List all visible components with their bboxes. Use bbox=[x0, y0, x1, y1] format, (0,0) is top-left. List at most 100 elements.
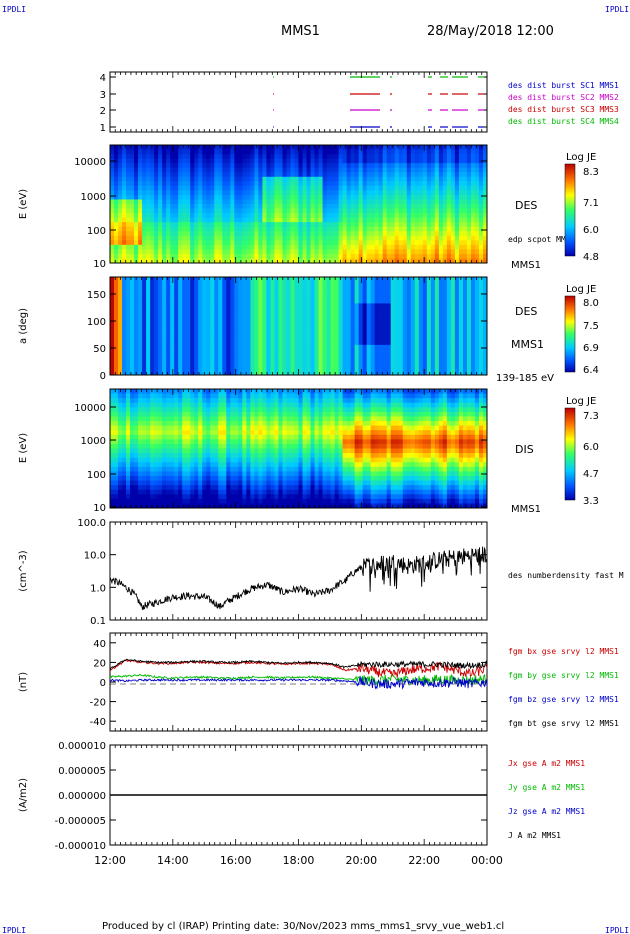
des-spectrogram-cell bbox=[246, 199, 251, 205]
des-pitch-cell bbox=[378, 329, 384, 335]
des-spectrogram-cell bbox=[374, 194, 380, 200]
des-spectrogram-cell bbox=[178, 158, 183, 164]
des-pitch-cell bbox=[466, 367, 472, 372]
des-spectrogram-cell bbox=[206, 145, 211, 151]
des-spectrogram-cell bbox=[362, 217, 368, 223]
des-spectrogram-cell bbox=[354, 185, 360, 191]
des-pitch-cell bbox=[162, 280, 167, 286]
des-spectrogram-cell bbox=[382, 172, 388, 178]
des-spectrogram-cell bbox=[338, 253, 344, 259]
des-pitch-cell bbox=[446, 363, 452, 368]
des-pitch-cell bbox=[358, 318, 364, 323]
des-spectrogram-cell bbox=[362, 163, 368, 169]
des-spectrogram-cell bbox=[230, 253, 235, 259]
des-spectrogram-cell bbox=[250, 185, 255, 191]
des-pitch-cell bbox=[414, 337, 420, 342]
des-pitch-cell bbox=[354, 352, 360, 357]
des-pitch-cell bbox=[170, 341, 175, 346]
des-pitch-cell bbox=[194, 363, 199, 368]
des-pitch-cell bbox=[438, 359, 444, 365]
des-pitch-cell bbox=[406, 314, 412, 319]
des-spectrogram-cell bbox=[314, 240, 320, 246]
des-spectrogram-cell bbox=[178, 185, 183, 191]
des-spectrogram-cell bbox=[150, 240, 155, 246]
des-spectrogram-cell bbox=[466, 231, 472, 237]
des-spectrogram-cell bbox=[442, 231, 448, 237]
des-spectrogram-cell bbox=[330, 249, 336, 255]
des-spectrogram-cell bbox=[246, 249, 251, 255]
des-spectrogram-cell bbox=[270, 158, 275, 164]
des-spectrogram-cell bbox=[214, 208, 219, 214]
des-spectrogram-cell bbox=[278, 258, 283, 264]
des-pitch-cell bbox=[350, 367, 356, 372]
des-spectrogram-cell bbox=[254, 199, 259, 205]
des-spectrogram-cell bbox=[370, 222, 376, 228]
des-spectrogram-cell bbox=[262, 217, 267, 223]
des-spectrogram-cell bbox=[166, 253, 171, 259]
des-spectrogram-cell bbox=[322, 181, 328, 187]
des-spectrogram-cell bbox=[426, 231, 432, 237]
des-pitch-cell bbox=[438, 277, 444, 282]
des-spectrogram-cell bbox=[306, 208, 312, 214]
des-spectrogram-cell bbox=[370, 253, 376, 259]
des-pitch-cell bbox=[186, 337, 191, 342]
des-spectrogram-cell bbox=[478, 149, 484, 155]
des-spectrogram-cell bbox=[382, 185, 388, 191]
des-pitch-cell bbox=[226, 356, 231, 361]
des-spectrogram-cell bbox=[434, 154, 440, 160]
des-spectrogram-cell bbox=[254, 204, 259, 210]
des-pitch-cell bbox=[466, 318, 472, 323]
des-pitch-cell bbox=[458, 352, 464, 357]
des-pitch-cell bbox=[382, 371, 388, 376]
des-spectrogram-cell bbox=[182, 149, 187, 155]
des-pitch-cell bbox=[366, 367, 372, 372]
des-spectrogram-cell bbox=[390, 190, 396, 196]
des-spectrogram-cell bbox=[122, 167, 127, 173]
des-spectrogram-cell bbox=[358, 167, 364, 173]
des-spectrogram-cell bbox=[198, 244, 203, 250]
des-pitch-cell bbox=[258, 344, 263, 350]
des-pitch-cell bbox=[318, 292, 324, 297]
des-spectrogram-cell bbox=[274, 149, 279, 155]
des-pitch-cell bbox=[390, 359, 396, 365]
des-pitch-cell bbox=[458, 326, 464, 331]
des-pitch-cell bbox=[434, 303, 440, 308]
des-pitch-cell bbox=[434, 341, 440, 346]
des-pitch-cell bbox=[402, 314, 408, 319]
des-pitch-cell bbox=[330, 344, 336, 350]
des-spectrogram-cell bbox=[122, 244, 127, 250]
des-spectrogram-cell bbox=[270, 204, 275, 210]
des-spectrogram-cell bbox=[354, 226, 360, 232]
des-pitch-cell bbox=[450, 277, 456, 282]
des-spectrogram-cell bbox=[406, 163, 412, 169]
des-pitch-cell bbox=[278, 277, 283, 282]
des-pitch-cell bbox=[290, 277, 295, 282]
des-spectrogram-cell bbox=[190, 258, 195, 264]
des-spectrogram-cell bbox=[226, 194, 231, 200]
des-pitch-cell bbox=[202, 303, 207, 308]
des-pitch-cell bbox=[358, 284, 364, 289]
des-pitch-cell bbox=[286, 326, 291, 331]
des-pitch-cell bbox=[446, 348, 452, 353]
des-spectrogram-cell bbox=[378, 158, 384, 164]
des-pitch-cell bbox=[446, 333, 452, 338]
des-spectrogram-cell bbox=[178, 163, 183, 169]
des-pitch-cell bbox=[430, 280, 436, 286]
des-spectrogram-cell bbox=[310, 145, 316, 151]
des-spectrogram-cell bbox=[302, 181, 308, 187]
des-pitch-cell bbox=[222, 329, 227, 335]
des-pitch-cell bbox=[438, 344, 444, 350]
des-spectrogram-cell bbox=[178, 213, 183, 219]
des-spectrogram-cell bbox=[410, 226, 416, 232]
des-spectrogram-cell bbox=[370, 204, 376, 210]
des-spectrogram-cell bbox=[134, 199, 139, 205]
des-spectrogram-cell bbox=[222, 213, 227, 219]
des-pitch-cell bbox=[226, 359, 231, 365]
des-pitch-cell bbox=[118, 322, 123, 327]
des-pitch-cell bbox=[270, 292, 275, 297]
des-pitch-cell bbox=[174, 284, 179, 289]
des-pitch-cell bbox=[146, 295, 151, 301]
des-spectrogram-cell bbox=[170, 249, 175, 255]
availability-legend-item: des dist burst SC1 MMS1 bbox=[508, 81, 619, 90]
des-spectrogram-cell bbox=[266, 158, 271, 164]
